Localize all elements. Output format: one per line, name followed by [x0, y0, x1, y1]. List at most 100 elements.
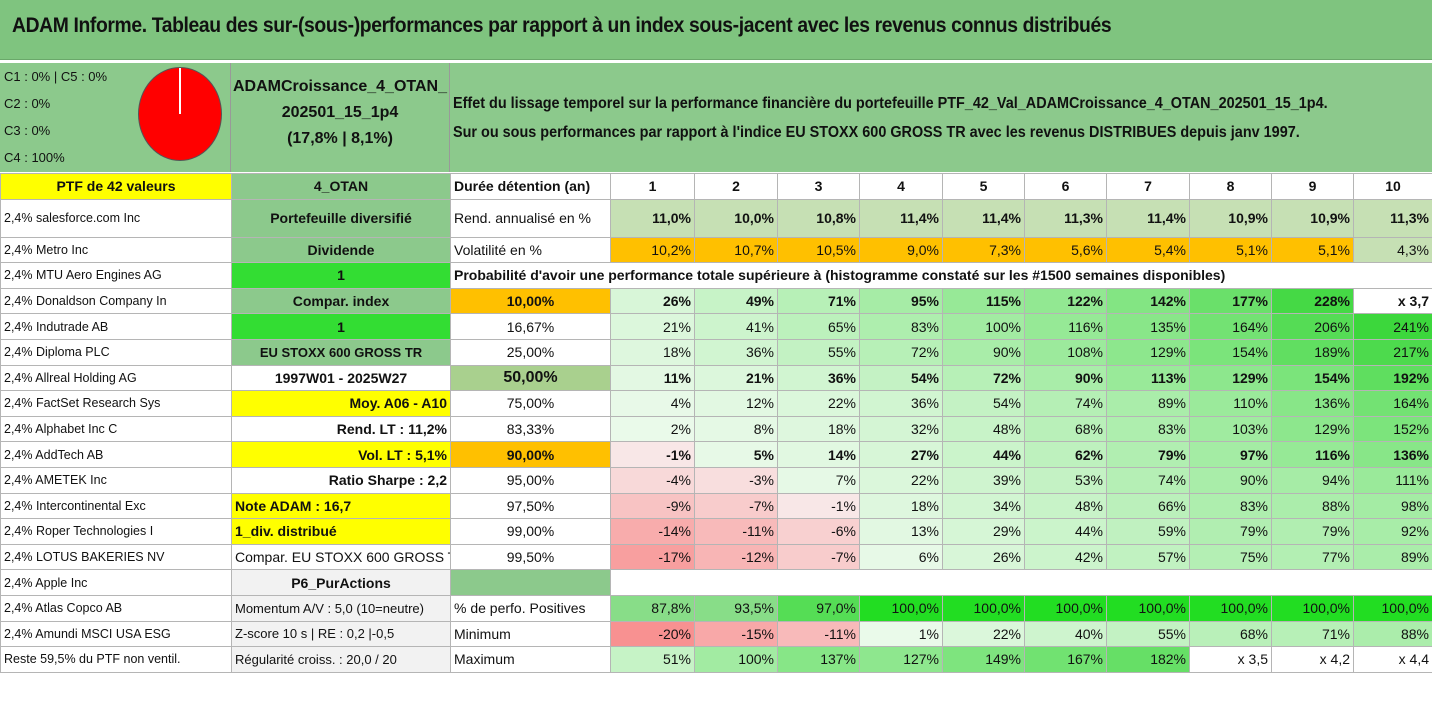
probability-value: 164%: [1353, 390, 1432, 417]
probability-value: 152%: [1353, 415, 1432, 443]
min-value: 22%: [942, 620, 1025, 648]
probability-value: 154%: [1189, 338, 1272, 366]
probability-value: 241%: [1353, 313, 1432, 340]
probability-value: 65%: [777, 313, 860, 340]
probability-value: 110%: [1189, 390, 1272, 417]
year-header: 4: [859, 173, 943, 200]
vol-value: 5,4%: [1106, 236, 1190, 264]
pos-value: 100,0%: [1024, 594, 1107, 622]
probability-value: 22%: [777, 390, 860, 417]
vol-value: 7,3%: [942, 236, 1025, 264]
performance-table: PTF de 42 valeurs 4_OTAN Durée détention (…: [0, 173, 1432, 673]
probability-value: 2%: [610, 415, 695, 443]
probability-value: 217%: [1353, 338, 1432, 366]
probability-value: -1%: [777, 492, 860, 520]
probability-value: 98%: [1353, 492, 1432, 520]
probability-value: 18%: [777, 415, 860, 443]
probability-value: 164%: [1189, 313, 1272, 340]
probability-value: 77%: [1271, 543, 1354, 571]
holding-name: 2,4% Atlas Copco AB: [0, 594, 232, 622]
min-value: 55%: [1106, 620, 1190, 648]
rend-value: 11,4%: [859, 198, 943, 238]
probability-value: 57%: [1106, 543, 1190, 571]
info-cell: Moy. A06 - A10: [231, 390, 451, 417]
probability-value: 5%: [694, 441, 778, 468]
empty-cell: [610, 569, 1432, 596]
probability-value: 79%: [1189, 518, 1272, 545]
holding-name: 2,4% Apple Inc: [0, 569, 232, 596]
probability-value: 26%: [942, 543, 1025, 571]
pos-value: 100,0%: [859, 594, 943, 622]
description-line1: Effet du lissage temporel sur la perform…: [453, 95, 1328, 112]
table-row: 2,4% Amundi MSCI USA ESG Z-score 10 s | R…: [0, 620, 1432, 648]
pos-value: 100,0%: [1106, 594, 1190, 622]
probability-threshold: 90,00%: [450, 441, 611, 468]
probability-value: 88%: [1271, 492, 1354, 520]
probability-value: 11%: [610, 364, 695, 392]
vol-value: 4,3%: [1353, 236, 1432, 264]
year-header: 5: [942, 173, 1025, 200]
max-value: x 4,4: [1353, 646, 1432, 673]
probability-threshold: 83,33%: [450, 415, 611, 443]
probability-value: 89%: [1106, 390, 1190, 417]
probability-value: 54%: [942, 390, 1025, 417]
probability-value: 44%: [942, 441, 1025, 468]
table-row: PTF de 42 valeurs 4_OTAN Durée détention (…: [0, 173, 1432, 200]
info-cell: P6_PurActions: [231, 569, 451, 596]
year-header: 2: [694, 173, 778, 200]
probability-value: 14%: [777, 441, 860, 468]
probability-threshold: 99,00%: [450, 518, 611, 545]
info-cell: Ratio Sharpe : 2,2: [231, 466, 451, 494]
probability-value: 95%: [859, 287, 943, 315]
pos-value: 100,0%: [1271, 594, 1354, 622]
asset-class-panel: C1 : 0% | C5 : 0% C2 : 0% C3 : 0% C4 : 1…: [0, 63, 231, 172]
probability-threshold: 97,50%: [450, 492, 611, 520]
page-title: ADAM Informe. Tableau des sur-(sous-)per…: [12, 14, 1112, 37]
holding-name: 2,4% Roper Technologies I: [0, 518, 232, 545]
max-value: 182%: [1106, 646, 1190, 673]
prob-title: Probabilité d'avoir une performance tota…: [450, 262, 1432, 289]
probability-value: 18%: [610, 338, 695, 366]
ptf-count-header: PTF de 42 valeurs: [0, 173, 232, 200]
portfolio-stats: (17,8% | 8,1%): [287, 130, 393, 147]
probability-value: -14%: [610, 518, 695, 545]
table-row: 2,4% LOTUS BAKERIES NV Compar. EU STOXX 6…: [0, 543, 1432, 571]
probability-value: 55%: [777, 338, 860, 366]
year-header: 8: [1189, 173, 1272, 200]
probability-value: -7%: [777, 543, 860, 571]
probability-value: 79%: [1271, 518, 1354, 545]
probability-value: 129%: [1106, 338, 1190, 366]
probability-value: 142%: [1106, 287, 1190, 315]
probability-value: 83%: [859, 313, 943, 340]
probability-value: 54%: [859, 364, 943, 392]
class-line: C1 : 0% | C5 : 0%: [4, 69, 108, 84]
probability-value: 49%: [694, 287, 778, 315]
holding-name: 2,4% Alphabet Inc C: [0, 415, 232, 443]
info-cell: 1: [231, 313, 451, 340]
probability-value: 34%: [942, 492, 1025, 520]
probability-value: 48%: [942, 415, 1025, 443]
min-label: Minimum: [450, 620, 611, 648]
info-cell: Compar. EU STOXX 600 GROSS TR: [231, 543, 451, 571]
holding-name: 2,4% salesforce.com Inc: [0, 198, 232, 238]
probability-value: 39%: [942, 466, 1025, 494]
table-row: 2,4% Indutrade AB 1 16,67% 21% 41% 65% 83% 100%…: [0, 313, 1432, 340]
probability-value: 68%: [1024, 415, 1107, 443]
info-cell: Régularité croiss. : 20,0 / 20: [231, 646, 451, 673]
year-header: 7: [1106, 173, 1190, 200]
table-row: Reste 59,5% du PTF non ventil. Régularité…: [0, 646, 1432, 673]
probability-value: -6%: [777, 518, 860, 545]
min-value: -20%: [610, 620, 695, 648]
probability-value: 21%: [610, 313, 695, 340]
pos-value: 100,0%: [1353, 594, 1432, 622]
probability-value: 136%: [1353, 441, 1432, 468]
allocation-pie-chart: [138, 67, 222, 161]
table-row: 2,4% Diploma PLC EU STOXX 600 GROSS TR 25,…: [0, 338, 1432, 366]
probability-value: 94%: [1271, 466, 1354, 494]
info-cell: Rend. LT : 11,2%: [231, 415, 451, 443]
probability-value: 42%: [1024, 543, 1107, 571]
info-cell: Note ADAM : 16,7: [231, 492, 451, 520]
probability-value: 177%: [1189, 287, 1272, 315]
vol-value: 9,0%: [859, 236, 943, 264]
pos-value: 100,0%: [942, 594, 1025, 622]
